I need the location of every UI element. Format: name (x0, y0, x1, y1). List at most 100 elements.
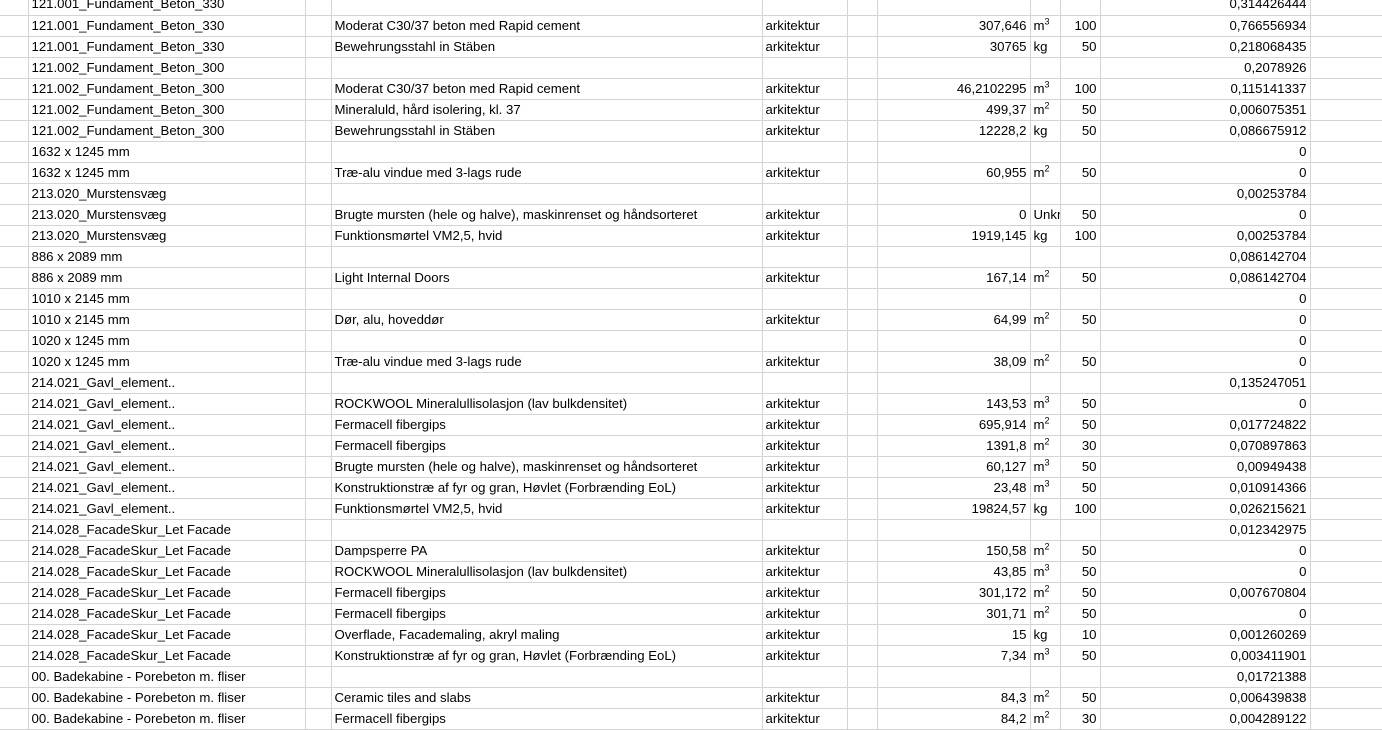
cell-blank1[interactable] (305, 477, 332, 499)
cell-result[interactable]: 0,006075351 (1100, 99, 1311, 121)
cell-result[interactable]: 0,001260269 (1100, 624, 1311, 646)
row-header-gutter[interactable] (0, 351, 29, 373)
cell-blank2[interactable] (847, 78, 878, 100)
cell-material[interactable] (331, 330, 763, 352)
cell-quantity[interactable]: 301,172 (877, 582, 1031, 604)
cell-blank2[interactable] (847, 372, 878, 394)
cell-result[interactable]: 0 (1100, 330, 1311, 352)
cell-blank1[interactable] (305, 435, 332, 457)
cell-blank1[interactable] (305, 687, 332, 709)
cell-blank3[interactable] (1310, 141, 1382, 163)
cell-result[interactable]: 0 (1100, 603, 1311, 625)
cell-element[interactable]: 213.020_Murstensvæg (28, 225, 306, 247)
cell-lifespan[interactable]: 50 (1060, 687, 1101, 709)
cell-lifespan[interactable]: 100 (1060, 225, 1101, 247)
cell-lifespan[interactable]: 50 (1060, 582, 1101, 604)
cell-blank1[interactable] (305, 204, 332, 226)
cell-discipline[interactable]: arkitektur (762, 414, 848, 436)
cell-lifespan[interactable]: 10 (1060, 624, 1101, 646)
cell-blank2[interactable] (847, 708, 878, 730)
cell-lifespan[interactable] (1060, 246, 1101, 268)
row-header-gutter[interactable] (0, 141, 29, 163)
cell-quantity[interactable]: 46,2102295 (877, 78, 1031, 100)
cell-lifespan[interactable] (1060, 330, 1101, 352)
cell-blank1[interactable] (305, 540, 332, 562)
cell-unit[interactable]: m2 (1030, 687, 1061, 709)
cell-material[interactable]: Moderat C30/37 beton med Rapid cement (331, 15, 763, 37)
cell-element[interactable]: 214.021_Gavl_element.. (28, 393, 306, 415)
cell-discipline[interactable]: arkitektur (762, 15, 848, 37)
cell-discipline[interactable]: arkitektur (762, 624, 848, 646)
cell-result[interactable]: 0,01721388 (1100, 666, 1311, 688)
cell-blank2[interactable] (847, 624, 878, 646)
cell-lifespan[interactable]: 50 (1060, 540, 1101, 562)
cell-discipline[interactable] (762, 183, 848, 205)
cell-blank2[interactable] (847, 330, 878, 352)
cell-blank2[interactable] (847, 540, 878, 562)
cell-quantity[interactable] (877, 372, 1031, 394)
cell-result[interactable]: 0 (1100, 561, 1311, 583)
cell-result[interactable]: 0,086675912 (1100, 120, 1311, 142)
cell-quantity[interactable]: 1919,145 (877, 225, 1031, 247)
row-header-gutter[interactable] (0, 288, 29, 310)
cell-blank3[interactable] (1310, 561, 1382, 583)
cell-blank3[interactable] (1310, 435, 1382, 457)
cell-element[interactable]: 214.028_FacadeSkur_Let Facade (28, 540, 306, 562)
row-header-gutter[interactable] (0, 36, 29, 58)
cell-unit[interactable] (1030, 666, 1061, 688)
cell-result[interactable]: 0 (1100, 204, 1311, 226)
cell-discipline[interactable] (762, 288, 848, 310)
cell-unit[interactable] (1030, 519, 1061, 541)
cell-lifespan[interactable]: 50 (1060, 477, 1101, 499)
row-header-gutter[interactable] (0, 309, 29, 331)
cell-blank2[interactable] (847, 645, 878, 667)
cell-blank3[interactable] (1310, 0, 1382, 16)
cell-unit[interactable]: m2 (1030, 603, 1061, 625)
cell-quantity[interactable]: 38,09 (877, 351, 1031, 373)
table-row[interactable]: 214.021_Gavl_element.. 0,135247051 (0, 372, 1382, 394)
cell-lifespan[interactable] (1060, 288, 1101, 310)
cell-blank3[interactable] (1310, 57, 1382, 79)
cell-element[interactable]: 214.028_FacadeSkur_Let Facade (28, 624, 306, 646)
cell-blank2[interactable] (847, 0, 878, 16)
cell-discipline[interactable]: arkitektur (762, 120, 848, 142)
cell-unit[interactable] (1030, 288, 1061, 310)
cell-result[interactable]: 0,010914366 (1100, 477, 1311, 499)
cell-quantity[interactable]: 15 (877, 624, 1031, 646)
row-header-gutter[interactable] (0, 204, 29, 226)
cell-quantity[interactable]: 19824,57 (877, 498, 1031, 520)
cell-lifespan[interactable]: 100 (1060, 15, 1101, 37)
cell-quantity[interactable] (877, 141, 1031, 163)
cell-element[interactable]: 214.021_Gavl_element.. (28, 435, 306, 457)
cell-material[interactable]: Fermacell fibergips (331, 708, 763, 730)
cell-lifespan[interactable]: 30 (1060, 708, 1101, 730)
cell-lifespan[interactable]: 30 (1060, 435, 1101, 457)
cell-quantity[interactable]: 64,99 (877, 309, 1031, 331)
cell-discipline[interactable]: arkitektur (762, 708, 848, 730)
cell-result[interactable]: 0,135247051 (1100, 372, 1311, 394)
row-header-gutter[interactable] (0, 708, 29, 730)
cell-blank1[interactable] (305, 330, 332, 352)
cell-blank3[interactable] (1310, 36, 1382, 58)
cell-blank3[interactable] (1310, 498, 1382, 520)
cell-unit[interactable]: m2 (1030, 162, 1061, 184)
table-row[interactable]: 214.028_FacadeSkur_Let Facade Fermacell f… (0, 582, 1382, 604)
cell-unit[interactable] (1030, 141, 1061, 163)
cell-blank2[interactable] (847, 99, 878, 121)
cell-result[interactable]: 0,070897863 (1100, 435, 1311, 457)
cell-lifespan[interactable]: 50 (1060, 351, 1101, 373)
row-header-gutter[interactable] (0, 435, 29, 457)
cell-result[interactable]: 0 (1100, 309, 1311, 331)
cell-result[interactable]: 0,00253784 (1100, 225, 1311, 247)
cell-unit[interactable] (1030, 330, 1061, 352)
cell-discipline[interactable]: arkitektur (762, 36, 848, 58)
cell-element[interactable]: 213.020_Murstensvæg (28, 204, 306, 226)
table-row[interactable]: 214.021_Gavl_element.. Fermacell fibergip… (0, 435, 1382, 457)
cell-blank2[interactable] (847, 120, 878, 142)
row-header-gutter[interactable] (0, 78, 29, 100)
table-row[interactable]: 214.021_Gavl_element.. ROCKWOOL Mineralul… (0, 393, 1382, 415)
row-header-gutter[interactable] (0, 225, 29, 247)
table-row[interactable]: 00. Badekabine - Porebeton m. fliser Cera… (0, 687, 1382, 709)
table-row[interactable]: 121.002_Fundament_Beton_300 0,2078926 (0, 57, 1382, 79)
cell-quantity[interactable]: 30765 (877, 36, 1031, 58)
